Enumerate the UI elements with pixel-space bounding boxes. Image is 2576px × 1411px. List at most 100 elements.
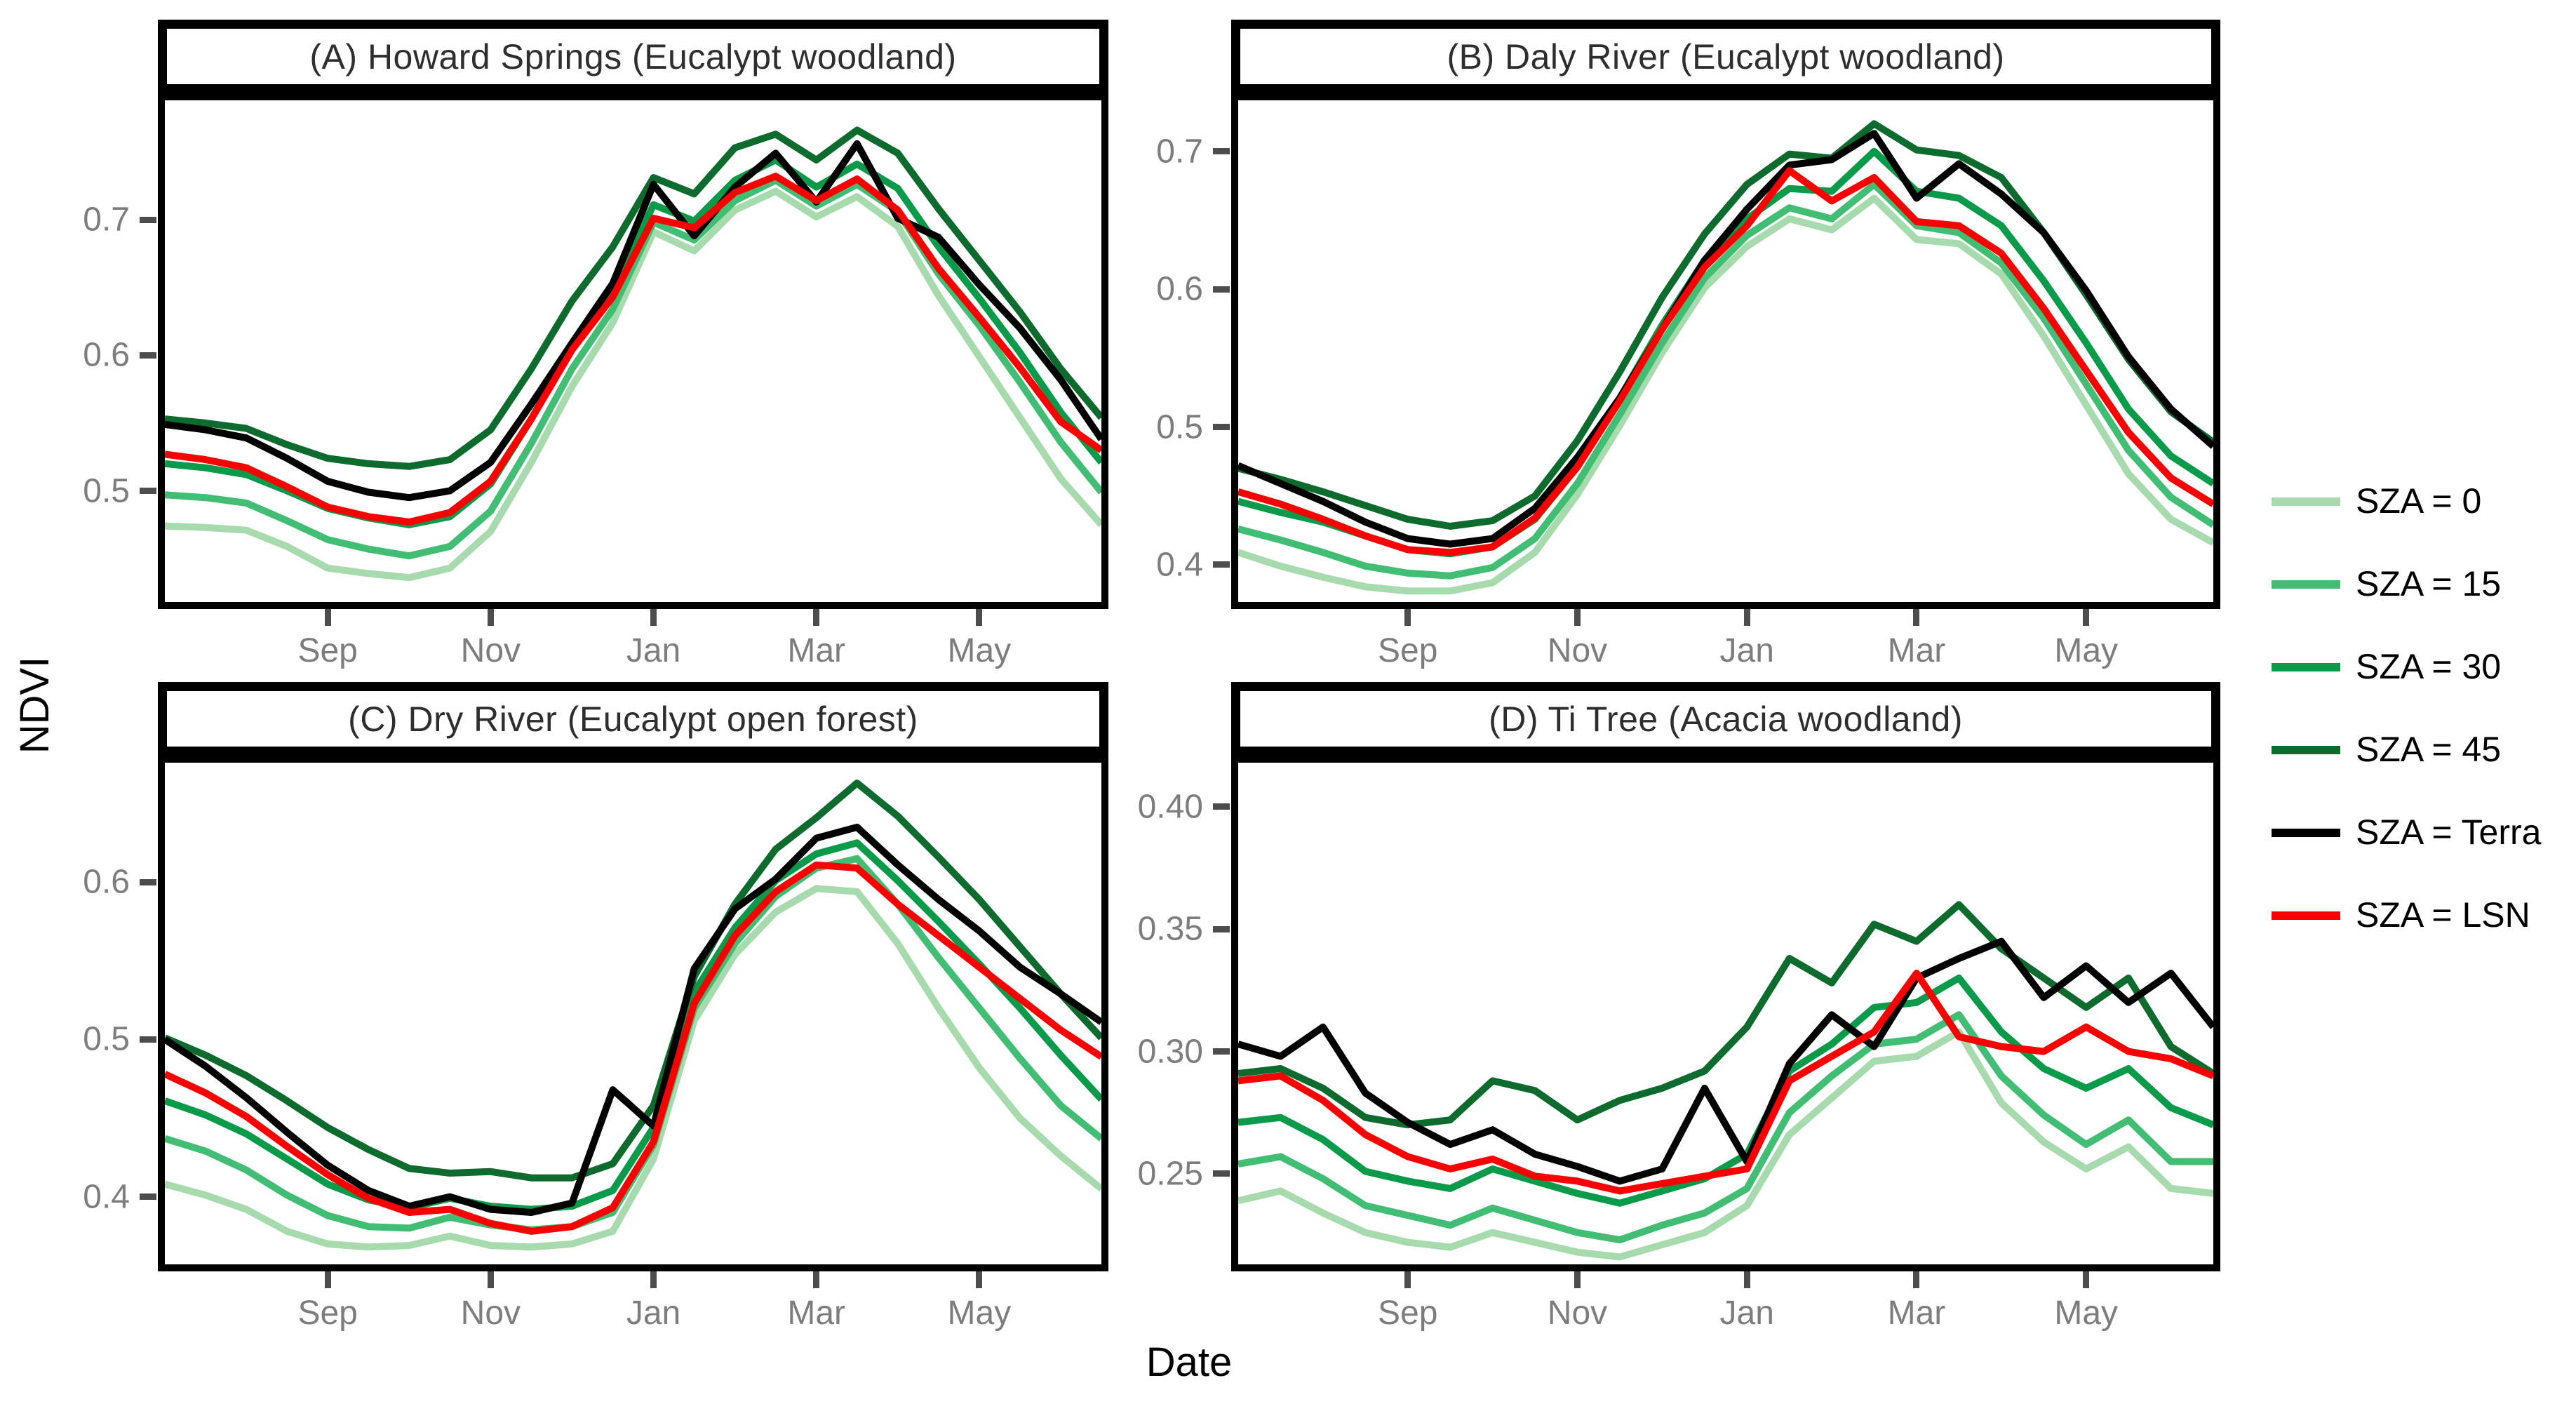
series-line-sza-45: [1238, 901, 2213, 1129]
y-tick-label-0.30: 0.30: [1137, 1033, 1203, 1071]
panel-ti-tree-lines: [1238, 901, 2213, 1261]
y-tick-label-0.4: 0.4: [1156, 546, 1203, 584]
y-tick-mark-0.4: [1213, 561, 1230, 568]
y-tick-mark-0.6: [1213, 286, 1230, 293]
y-tick-mark-0.35: [1213, 925, 1230, 932]
series-line-sza-30: [165, 839, 1101, 1213]
x-tick-label-sep: Sep: [297, 632, 358, 669]
series-line-sza-0: [165, 187, 1101, 582]
panel-howard-springs: (A) Howard Springs (Eucalypt woodland) S…: [83, 20, 1108, 669]
x-tick-mark-mar: [1913, 609, 1920, 626]
legend-key-line-sza-45: [2272, 746, 2340, 754]
x-tick-label-nov: Nov: [1547, 632, 1608, 669]
panel-ti-tree-plot-area: [1231, 756, 2220, 1271]
x-tick-mark-jan: [1743, 609, 1750, 626]
y-tick-mark-0.4: [140, 1193, 156, 1201]
x-tick-label-sep: Sep: [1378, 1295, 1438, 1332]
x-tick-label-may: May: [947, 1295, 1012, 1332]
y-tick-label-0.5: 0.5: [83, 1020, 130, 1058]
panel-ti-tree-title: (D) Ti Tree (Acacia woodland): [1489, 699, 1963, 739]
legend-label-sza-45: SZA = 45: [2356, 730, 2502, 769]
legend-label-sza-lsn: SZA = LSN: [2356, 895, 2530, 935]
x-tick-label-sep: Sep: [1378, 632, 1438, 669]
series-line-sza-45: [1238, 120, 2213, 530]
x-tick-label-jan: Jan: [626, 1295, 681, 1332]
panel-howard-springs-plot-area: [158, 93, 1108, 609]
panel-dry-river-strip: (C) Dry River (Eucalypt open forest): [158, 682, 1108, 756]
legend-key-line-sza-lsn: [2272, 911, 2340, 920]
series-line-sza-0: [165, 885, 1101, 1251]
x-tick-label-nov: Nov: [1547, 1295, 1608, 1332]
panel-howard-springs-lines: [165, 126, 1101, 582]
y-tick-mark-0.6: [140, 878, 156, 885]
y-tick-mark-0.5: [140, 488, 156, 495]
panel-ti-tree: (D) Ti Tree (Acacia woodland) Sep Nov Jan M…: [1138, 682, 2220, 1332]
series-line-sza-45: [165, 126, 1101, 470]
x-tick-mark-jan: [650, 609, 657, 626]
x-tick-mark-jan: [650, 1271, 657, 1288]
legend-key-line-sza-30: [2272, 663, 2340, 671]
x-tick-mark-may: [976, 609, 983, 626]
y-tick-mark-0.7: [140, 216, 156, 223]
y-tick-label-0.5: 0.5: [83, 472, 130, 510]
legend-key-line-sza-terra: [2272, 829, 2340, 837]
series-line-sza-terra: [1238, 130, 2213, 548]
x-tick-label-mar: Mar: [1887, 632, 1946, 669]
y-tick-label-0.6: 0.6: [83, 863, 130, 901]
x-tick-label-nov: Nov: [460, 632, 521, 669]
legend-label-sza-30: SZA = 30: [2356, 647, 2502, 686]
y-tick-label-0.5: 0.5: [1156, 408, 1203, 446]
y-tick-mark-0.25: [1213, 1170, 1230, 1177]
x-tick-mark-mar: [813, 609, 820, 626]
y-tick-mark-0.5: [140, 1036, 156, 1043]
panel-ti-tree-strip: (D) Ti Tree (Acacia woodland): [1231, 682, 2220, 756]
x-tick-mark-nov: [1574, 609, 1581, 626]
x-tick-label-jan: Jan: [626, 632, 681, 669]
x-tick-label-may: May: [2054, 632, 2119, 669]
y-tick-label-0.7: 0.7: [83, 201, 130, 239]
x-tick-mark-nov: [487, 1271, 494, 1288]
y-tick-label-0.25: 0.25: [1137, 1155, 1203, 1193]
series-line-sza-terra: [165, 823, 1101, 1216]
x-tick-mark-may: [2083, 1271, 2090, 1288]
x-tick-label-nov: Nov: [460, 1295, 521, 1332]
y-tick-label-0.6: 0.6: [1156, 270, 1203, 308]
series-line-sza-lsn: [1238, 970, 2213, 1195]
x-tick-mark-may: [2083, 609, 2090, 626]
x-tick-mark-sep: [324, 609, 331, 626]
y-tick-mark-0.30: [1213, 1048, 1230, 1055]
legend-label-sza-15: SZA = 15: [2356, 564, 2502, 603]
y-tick-label-0.40: 0.40: [1137, 788, 1203, 826]
panel-daly-river: (B) Daly River (Eucalypt woodland) Sep No…: [1156, 20, 2220, 669]
x-tick-label-mar: Mar: [1887, 1295, 1946, 1332]
panel-daly-river-lines: [1238, 120, 2213, 595]
x-tick-label-may: May: [2054, 1295, 2119, 1332]
series-line-sza-45: [165, 780, 1101, 1182]
series-line-sza-15: [165, 177, 1101, 560]
y-tick-label-0.35: 0.35: [1137, 910, 1203, 948]
x-axis-title: Date: [1146, 1339, 1233, 1385]
panel-howard-springs-title: (A) Howard Springs (Eucalypt woodland): [309, 36, 957, 76]
x-tick-label-jan: Jan: [1719, 1295, 1774, 1332]
legend-label-sza-0: SZA = 0: [2356, 481, 2482, 521]
x-tick-label-sep: Sep: [297, 1295, 358, 1332]
series-line-sza-lsn: [1238, 167, 2213, 556]
series-line-sza-terra: [1238, 937, 2213, 1185]
x-tick-label-may: May: [947, 632, 1012, 669]
x-tick-label-jan: Jan: [1719, 632, 1774, 669]
legend-key-line-sza-15: [2272, 580, 2340, 589]
x-tick-mark-jan: [1743, 1271, 1750, 1288]
y-tick-mark-0.40: [1213, 803, 1230, 810]
x-tick-label-mar: Mar: [787, 1295, 846, 1332]
panel-daly-river-strip: (B) Daly River (Eucalypt woodland): [1231, 20, 2220, 93]
x-tick-mark-sep: [1404, 609, 1411, 626]
series-line-sza-30: [1238, 974, 2213, 1207]
series-line-sza-0: [1238, 194, 2213, 595]
x-tick-mark-may: [976, 1271, 983, 1288]
panel-daly-river-plot-area: [1231, 93, 2220, 609]
series-line-sza-15: [1238, 180, 2213, 580]
legend-label-sza-terra: SZA = Terra: [2356, 813, 2542, 852]
y-tick-label-0.7: 0.7: [1156, 133, 1203, 170]
panel-dry-river: (C) Dry River (Eucalypt open forest) Sep…: [83, 682, 1108, 1332]
y-tick-mark-0.7: [1213, 148, 1230, 155]
